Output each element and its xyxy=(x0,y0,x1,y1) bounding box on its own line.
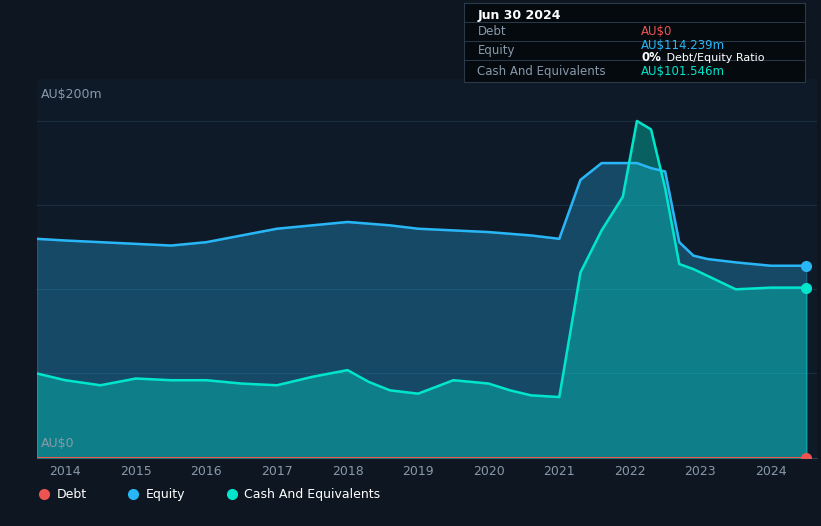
Text: AU$0: AU$0 xyxy=(641,25,672,38)
Text: AU$101.546m: AU$101.546m xyxy=(641,65,725,78)
Text: Cash And Equivalents: Cash And Equivalents xyxy=(244,488,380,501)
Text: Cash And Equivalents: Cash And Equivalents xyxy=(478,65,606,78)
Text: Equity: Equity xyxy=(145,488,185,501)
Text: Debt/Equity Ratio: Debt/Equity Ratio xyxy=(663,53,764,63)
Text: AU$114.239m: AU$114.239m xyxy=(641,39,725,52)
Text: Equity: Equity xyxy=(478,44,515,57)
Text: 0%: 0% xyxy=(641,52,661,64)
Text: Debt: Debt xyxy=(57,488,87,501)
Text: Debt: Debt xyxy=(478,25,506,38)
Text: AU$200m: AU$200m xyxy=(41,88,103,102)
Text: Jun 30 2024: Jun 30 2024 xyxy=(478,9,561,22)
Text: AU$0: AU$0 xyxy=(41,437,75,450)
